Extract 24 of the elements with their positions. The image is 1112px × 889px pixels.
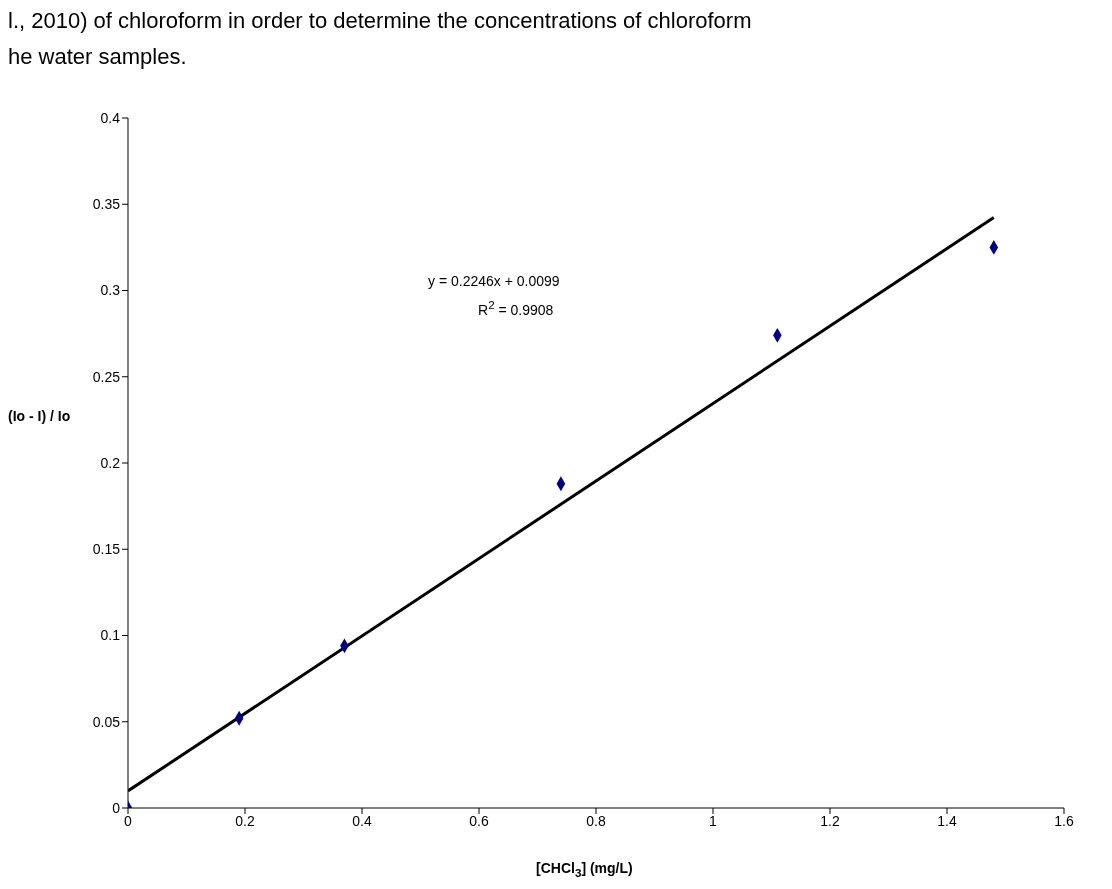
x-tick-label: 0.8 (586, 812, 606, 829)
x-tick-label: 0.6 (469, 812, 489, 829)
y-tick-label: 0.15 (92, 541, 121, 558)
x-tick-label: 0.2 (235, 812, 255, 829)
x-tick-label: 1 (709, 812, 718, 829)
annotation: R$^{2}$ = 0.9908 (478, 298, 554, 318)
y-tick-label: 0.4 (100, 109, 121, 126)
y-tick-label: 0.2 (100, 454, 121, 471)
annotation: y = 0.2246x + 0.0099 (428, 273, 560, 289)
x-axis-title: [CHCl$_{3}$] (mg/L) (536, 860, 633, 879)
x-tick-label: 1.4 (937, 812, 957, 829)
y-tick-label: 0.05 (92, 713, 121, 730)
y-axis-title: (Io - I) / Io (8, 408, 71, 424)
x-tick-label: 1.2 (820, 812, 840, 829)
y-tick-label: 0.25 (92, 368, 121, 385)
y-tick-label: 0.1 (100, 627, 121, 644)
x-tick-label: 0.4 (352, 812, 372, 829)
text: l., 2010) of chloroform in order to determine the concentrations of chloroform (8, 8, 752, 34)
x-tick-label: 0 (124, 812, 133, 829)
y-tick-label: 0.3 (100, 282, 121, 299)
text: he water samples. (8, 44, 187, 70)
y-tick-label: 0 (112, 799, 121, 816)
x-tick-label: 1.6 (1054, 812, 1074, 829)
y-tick-label: 0.35 (92, 196, 121, 213)
